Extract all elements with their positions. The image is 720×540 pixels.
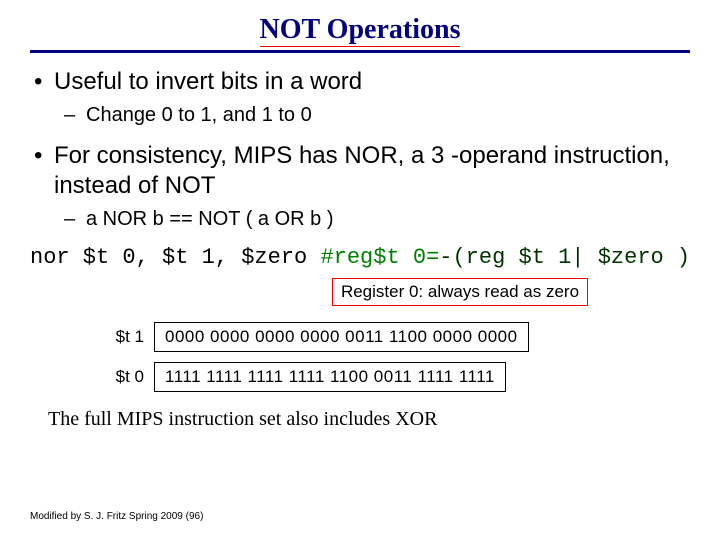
- reg-value-t0: 1111 1111 1111 1111 1100 0011 1111 1111: [154, 362, 506, 392]
- title-text: NOT Operations: [260, 14, 461, 47]
- note-wrapper: Register 0: always read as zero: [30, 274, 690, 312]
- title-rule: [30, 50, 690, 53]
- bullet-1a: Change 0 to 1, and 1 to 0: [30, 103, 690, 127]
- table-row: $t 0 1111 1111 1111 1111 1100 0011 1111 …: [100, 362, 690, 392]
- code-comment-rest: -(reg $t 1| $zero ): [439, 245, 690, 270]
- reg-label-t1: $t 1: [100, 322, 154, 352]
- footer-text: Modified by S. J. Fritz Spring 2009 (96): [30, 511, 203, 522]
- reg-value-t1: 0000 0000 0000 0000 0011 1100 0000 0000: [154, 322, 529, 352]
- note-box: Register 0: always read as zero: [332, 278, 588, 306]
- code-line: nor $t 0, $t 1, $zero #reg$t 0=-(reg $t …: [30, 245, 690, 270]
- closing-text: The full MIPS instruction set also inclu…: [48, 408, 690, 431]
- bullet-list: Useful to invert bits in a word Change 0…: [30, 67, 690, 231]
- code-comment-start: #reg$t 0=: [320, 245, 439, 270]
- bullet-2: For consistency, MIPS has NOR, a 3 -oper…: [30, 141, 690, 201]
- table-row: $t 1 0000 0000 0000 0000 0011 1100 0000 …: [100, 322, 690, 352]
- slide-container: NOT Operations Useful to invert bits in …: [0, 0, 720, 431]
- bullet-1: Useful to invert bits in a word: [30, 67, 690, 97]
- slide-title: NOT Operations: [30, 14, 690, 46]
- reg-label-t0: $t 0: [100, 362, 154, 392]
- register-table: $t 1 0000 0000 0000 0000 0011 1100 0000 …: [100, 322, 690, 392]
- code-instruction: nor $t 0, $t 1, $zero: [30, 245, 320, 270]
- bullet-2a: a NOR b == NOT ( a OR b ): [30, 207, 690, 231]
